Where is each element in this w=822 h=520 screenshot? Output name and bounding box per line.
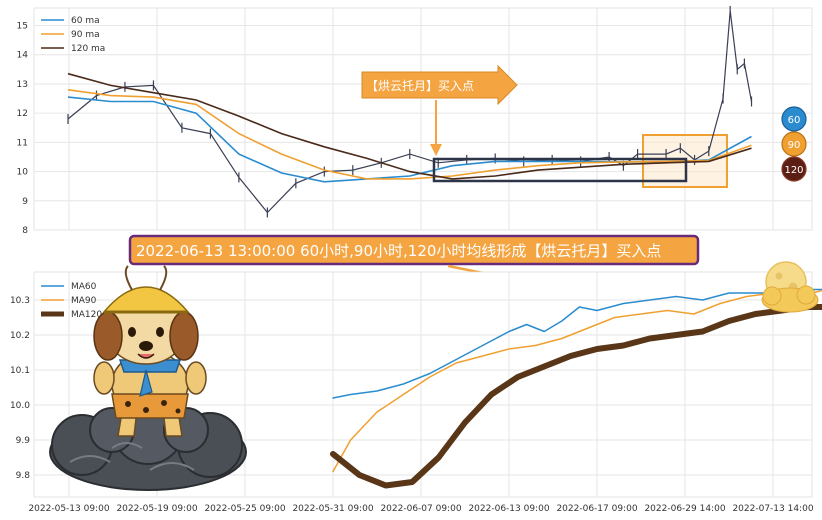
buy-arrow-shape bbox=[361, 64, 518, 106]
bottom-y-tick-label: 10.1 bbox=[10, 366, 30, 376]
top-y-tick-label: 14 bbox=[17, 51, 29, 61]
top-y-tick-label: 12 bbox=[17, 109, 28, 119]
ma-badges: 60 90 120 bbox=[781, 106, 807, 182]
banner-text: 2022-06-13 13:00:00 60小时,90小时,120小时均线形成【… bbox=[136, 242, 661, 260]
top-y-tick-label: 15 bbox=[17, 22, 28, 32]
top-y-tick-label: 8 bbox=[22, 226, 28, 236]
bottom-legend: MA60 MA90 MA120 bbox=[41, 282, 102, 320]
bottom-x-tick-label: 2022-05-13 09:00 bbox=[28, 504, 109, 514]
bottom-series-layer bbox=[330, 288, 822, 489]
bottom-y-tick-label: 10.2 bbox=[10, 331, 30, 341]
bottom-y-tick-label: 9.8 bbox=[16, 471, 31, 481]
bottom-series-line-MA90 bbox=[332, 289, 822, 473]
cloud-icon bbox=[49, 391, 247, 491]
top-series-line-90-ma bbox=[67, 89, 752, 180]
top-y-tick-label: 11 bbox=[17, 138, 28, 148]
signal-banner: 2022-06-13 13:00:00 60小时,90小时,120小时均线形成【… bbox=[128, 234, 700, 266]
consolidation-box bbox=[432, 157, 688, 183]
bottom-x-tick-label: 2022-05-25 09:00 bbox=[204, 504, 285, 514]
top-y-tick-label: 13 bbox=[17, 80, 28, 90]
badge-90 bbox=[781, 131, 807, 157]
badge-60 bbox=[781, 106, 807, 132]
legend-label-MA60: MA60 bbox=[71, 282, 97, 292]
legend-label-120ma: 120 ma bbox=[71, 44, 105, 54]
legend-label-MA90: MA90 bbox=[71, 296, 97, 306]
top-y-tick-label: 9 bbox=[22, 197, 28, 207]
bottom-y-tick-labels: 9.8 9.9 10.0 10.1 10.2 10.3 bbox=[10, 296, 30, 481]
banner-box bbox=[128, 234, 700, 266]
moon-icon bbox=[761, 261, 819, 313]
badge-90-label: 90 bbox=[788, 140, 801, 151]
bottom-x-tick-label: 2022-06-17 09:00 bbox=[556, 504, 637, 514]
bottom-series-line-MA120 bbox=[330, 304, 822, 489]
top-series-line-120-ma bbox=[67, 72, 752, 180]
buy-point-pointer-head bbox=[430, 144, 442, 156]
bottom-x-tick-labels: 2022-05-13 09:00 2022-05-19 09:00 2022-05-… bbox=[28, 504, 813, 514]
top-plot-frame bbox=[33, 7, 813, 231]
buy-point-arrow: 【烘云托月】买入点 bbox=[361, 64, 518, 156]
badge-120-label: 120 bbox=[784, 165, 803, 176]
legend-label-MA120: MA120 bbox=[71, 310, 102, 320]
bottom-y-tick-label: 10.3 bbox=[10, 296, 30, 306]
buy-arrow-label: 【烘云托月】买入点 bbox=[366, 79, 474, 93]
bottom-y-tick-label: 10.0 bbox=[10, 401, 30, 411]
top-y-tick-labels: 8 9 10 11 12 13 14 15 bbox=[17, 22, 29, 236]
top-y-tick-label: 10 bbox=[17, 168, 29, 178]
legend-label-90ma: 90 ma bbox=[71, 30, 100, 40]
dog-on-cloud-icon bbox=[49, 265, 247, 491]
top-legend: 60 ma 90 ma 120 ma bbox=[41, 16, 105, 54]
badge-120 bbox=[781, 156, 807, 182]
bottom-series-line-MA60 bbox=[332, 288, 822, 399]
bottom-x-tick-label: 2022-05-19 09:00 bbox=[116, 504, 197, 514]
bottom-x-tick-label: 2022-06-29 14:00 bbox=[644, 504, 725, 514]
bottom-x-tick-label: 2022-05-31 09:00 bbox=[292, 504, 373, 514]
badge-60-label: 60 bbox=[788, 115, 801, 126]
bottom-y-tick-label: 9.9 bbox=[16, 436, 31, 446]
bottom-x-tick-label: 2022-06-13 09:00 bbox=[468, 504, 549, 514]
bottom-x-tick-label: 2022-06-07 09:00 bbox=[380, 504, 461, 514]
bottom-x-tick-label: 2022-07-13 14:00 bbox=[732, 504, 813, 514]
legend-label-60ma: 60 ma bbox=[71, 16, 100, 26]
